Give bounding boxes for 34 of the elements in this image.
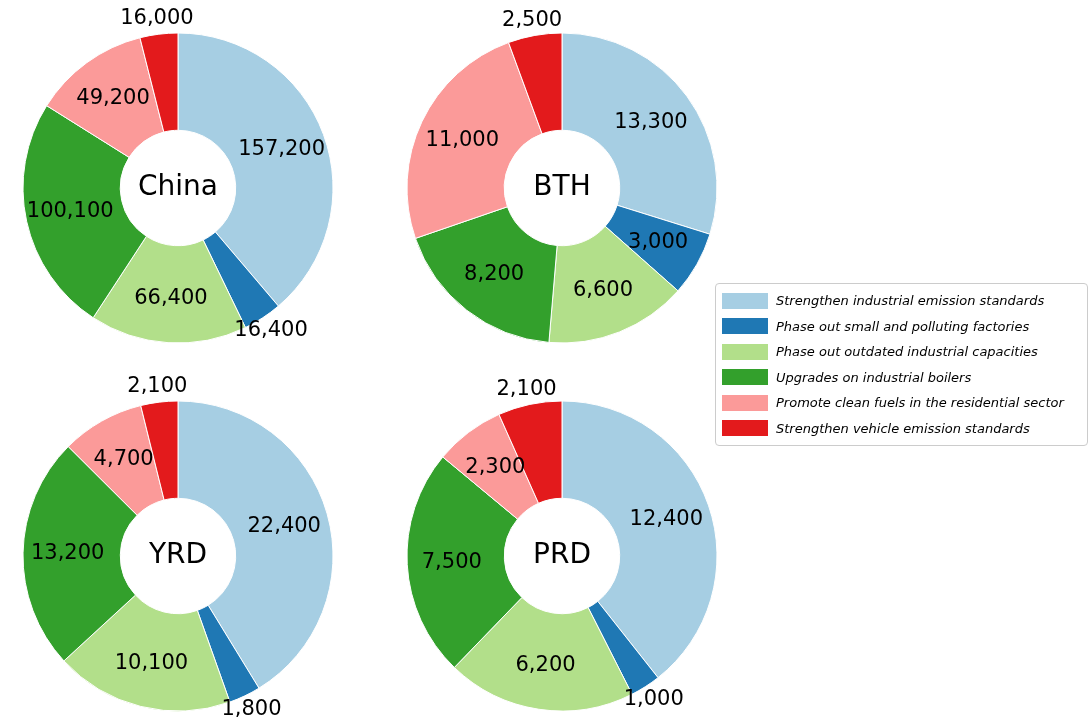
data-label: 10,100 (114, 649, 189, 674)
data-label: 1,800 (221, 696, 282, 721)
data-label: 7,500 (421, 548, 482, 573)
data-label: 2,100 (127, 373, 188, 398)
text: YRD (147, 537, 208, 571)
data-label: 6,200 (515, 651, 576, 676)
data-label: 16,000 (120, 5, 194, 30)
data-label: 13,300 (614, 109, 688, 134)
text: China (138, 169, 218, 203)
data-label: 157,200 (238, 136, 325, 161)
legend-label: Strengthen industrial emission standards (776, 293, 1045, 309)
data-label: 4,700 (93, 446, 154, 471)
data-label: 49,200 (76, 85, 150, 110)
data-label: 2,300 (465, 454, 526, 479)
data-label: 100,100 (26, 198, 114, 223)
data-label: 16,400 (234, 317, 308, 342)
data-label: 1,000 (623, 686, 684, 711)
data-label: 11,000 (425, 127, 500, 152)
data-label: 8,200 (464, 261, 525, 286)
text: PRD (533, 537, 591, 571)
data-label: 2,100 (496, 375, 557, 400)
legend-label: Upgrades on industrial boilers (776, 369, 972, 385)
text: BTH (533, 169, 591, 203)
legend-label: Phase out small and polluting factories (776, 318, 1030, 334)
data-label: 12,400 (629, 506, 703, 531)
data-label: 66,400 (134, 284, 208, 309)
legend-label: Phase out outdated industrial capacities (776, 344, 1038, 360)
data-label: 13,200 (30, 540, 105, 565)
data-label: 6,600 (572, 276, 634, 301)
data-label: 2,500 (502, 6, 563, 31)
legend-label: Promote clean fuels in the residential sector (776, 395, 1064, 411)
legend-label: Strengthen vehicle emission standards (776, 420, 1030, 436)
data-label: 3,000 (628, 228, 689, 253)
data-label: 22,400 (247, 512, 321, 537)
